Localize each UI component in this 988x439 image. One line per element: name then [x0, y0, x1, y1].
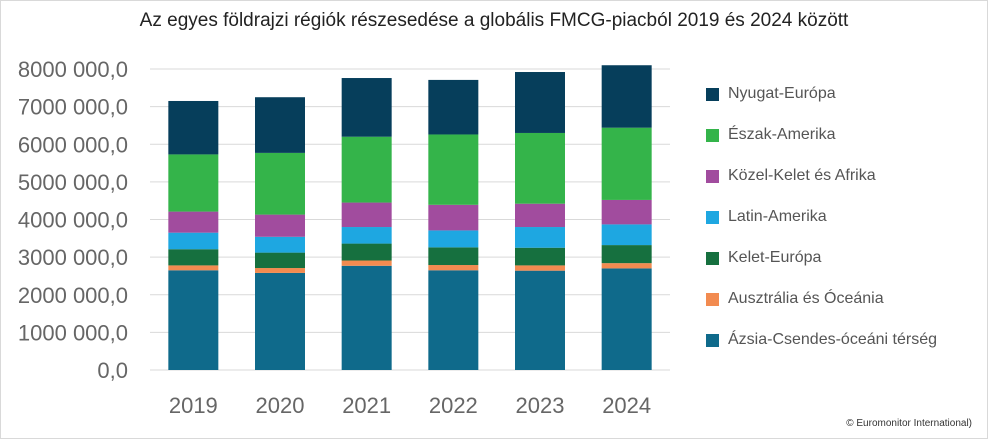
legend-swatch [706, 128, 719, 142]
legend-swatch [706, 87, 719, 101]
bar-segment [428, 247, 479, 266]
y-tick-label: 0,0 [97, 358, 128, 383]
bar-segment [428, 230, 479, 248]
legend-label: Közel-Kelet és Afrika [728, 167, 876, 184]
stacked-bar-chart: 0,0 1000 000,0 2000 000,0 3000 000,0 4000 00… [18, 57, 670, 418]
chart-title: Az egyes földrajzi régiók részesedése a … [139, 10, 849, 31]
x-tick-label: 2019 [169, 393, 218, 418]
bar-segment [168, 100, 219, 155]
bar-segment [341, 243, 392, 261]
legend-item: Latin-Amerika [706, 207, 981, 227]
legend-item: Nyugat-Európa [706, 84, 981, 104]
chart-legend: Nyugat-Európa Észak-Amerika Közel-Kelet és… [706, 84, 981, 371]
legend-item: Észak-Amerika [706, 125, 981, 145]
legend-swatch [706, 333, 719, 347]
bar-segment [168, 270, 219, 370]
x-tick-label: 2020 [256, 393, 305, 418]
legend-label: Ausztrália és Óceánia [728, 290, 884, 307]
legend-swatch [706, 251, 719, 265]
bar-segment [168, 232, 219, 250]
legend-item: Ausztrália és Óceánia [706, 289, 981, 309]
legend-item: Közel-Kelet és Afrika [706, 166, 981, 186]
legend-label: Észak-Amerika [728, 126, 836, 143]
bar-segment [168, 249, 219, 266]
bar-segment [601, 199, 652, 225]
bar-segment [255, 214, 305, 237]
bar-segment [168, 265, 219, 271]
bar-segment [168, 154, 219, 212]
legend-label: Latin-Amerika [728, 208, 827, 225]
legend-swatch [706, 210, 719, 224]
bar-segment [515, 270, 565, 370]
bar-segment [428, 134, 479, 205]
legend-item: Kelet-Európa [706, 248, 981, 268]
x-tick-label: 2021 [342, 393, 391, 418]
y-tick-label: 4000 000,0 [18, 208, 128, 233]
bar-segment [601, 65, 652, 128]
bar-segment [515, 72, 565, 133]
bar-segment [601, 263, 652, 269]
y-tick-label: 5000 000,0 [18, 170, 128, 195]
legend-swatch [706, 292, 719, 306]
bar-segment [515, 203, 565, 228]
bar-segment [601, 245, 652, 264]
bar-segment [428, 79, 479, 135]
legend-label: Kelet-Európa [728, 249, 822, 266]
bar-segment [428, 204, 479, 231]
bar-segment [515, 247, 565, 266]
bar-segment [515, 265, 565, 271]
y-tick-label: 2000 000,0 [18, 283, 128, 308]
legend-label: Ázsia-Csendes-óceáni térség [728, 331, 937, 348]
y-tick-label: 6000 000,0 [18, 132, 128, 157]
bar-segment [515, 227, 565, 248]
bar-segment [341, 78, 392, 137]
bar-segment [601, 127, 652, 200]
bar-segment [255, 252, 305, 269]
x-tick-label: 2024 [602, 393, 651, 418]
x-tick-label: 2023 [516, 393, 565, 418]
x-tick-label: 2022 [429, 393, 478, 418]
bar-segment [341, 265, 392, 370]
y-tick-label: 1000 000,0 [18, 320, 128, 345]
y-tick-label: 3000 000,0 [18, 245, 128, 270]
legend-item: Ázsia-Csendes-óceáni térség [706, 330, 981, 350]
bar-segment [255, 152, 305, 215]
legend-label: Nyugat-Európa [728, 85, 836, 102]
bar-segment [341, 227, 392, 244]
bar-segment [601, 268, 652, 370]
bar-segment [255, 97, 305, 153]
bar-segment [341, 136, 392, 203]
bar-segment [255, 272, 305, 370]
bar-segment [255, 268, 305, 273]
y-tick-label: 7000 000,0 [18, 95, 128, 120]
bar-segment [168, 211, 219, 233]
bar-segment [341, 260, 392, 266]
source-note: © Euromonitor International) [846, 418, 972, 429]
y-tick-label: 8000 000,0 [18, 57, 128, 82]
bar-segment [428, 270, 479, 370]
bar-segment [255, 236, 305, 253]
bar-segment [515, 132, 565, 204]
bar-segment [428, 265, 479, 271]
legend-swatch [706, 169, 719, 183]
bar-segment [341, 202, 392, 228]
bar-segment [601, 224, 652, 246]
